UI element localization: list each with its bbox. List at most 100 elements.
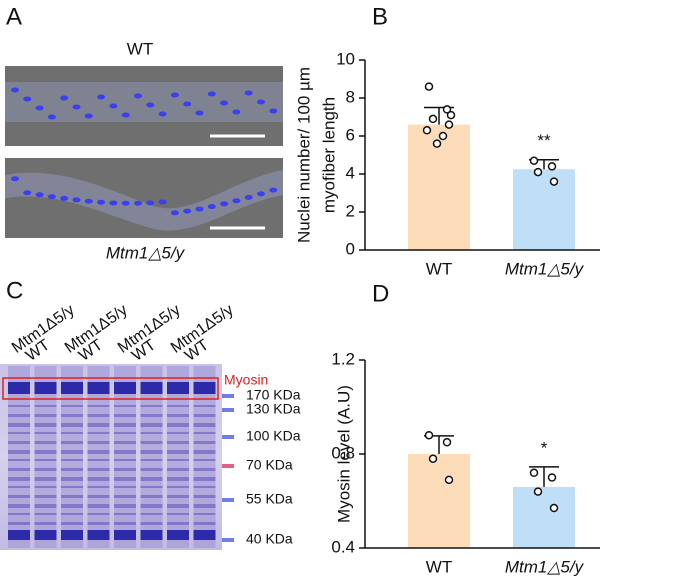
nucleus — [244, 194, 253, 200]
nucleus — [195, 110, 204, 116]
band — [193, 441, 216, 444]
band — [34, 459, 57, 461]
band — [8, 522, 30, 525]
band — [114, 477, 136, 481]
band — [61, 432, 83, 434]
band — [8, 504, 30, 508]
band — [34, 495, 57, 498]
band — [167, 522, 189, 525]
band — [114, 423, 136, 427]
band — [140, 414, 163, 417]
band — [8, 423, 30, 427]
nucleus — [109, 103, 118, 109]
nucleus — [11, 87, 19, 93]
band — [140, 522, 163, 525]
band — [114, 405, 136, 407]
band — [193, 382, 216, 394]
marker-label: 170 KDa — [246, 387, 301, 403]
nucleus — [11, 176, 19, 182]
nucleus — [220, 100, 229, 106]
marker-label: 70 KDa — [246, 457, 293, 473]
band — [8, 450, 30, 454]
data-point — [424, 82, 434, 91]
band — [87, 414, 110, 417]
lane — [114, 366, 136, 548]
band — [167, 382, 189, 394]
y-tick-label: 10 — [336, 49, 355, 68]
band — [140, 486, 163, 488]
lane — [87, 366, 110, 548]
lane — [193, 366, 216, 548]
nucleus — [60, 195, 69, 201]
band — [167, 477, 189, 481]
nucleus — [97, 94, 106, 100]
band — [87, 522, 110, 525]
lane — [140, 366, 163, 548]
band — [167, 423, 189, 427]
nucleus — [257, 191, 265, 197]
y-tick-label: 0 — [346, 239, 355, 258]
y-axis-label: Nuclei number/ 100 µm — [294, 67, 313, 243]
band — [140, 495, 163, 498]
panel-letter: C — [6, 277, 23, 304]
y-tick-label: 0.8 — [331, 443, 355, 462]
data-point — [422, 126, 432, 135]
band — [61, 504, 83, 508]
band — [114, 382, 136, 394]
band — [193, 468, 216, 471]
data-point — [428, 454, 438, 463]
band — [114, 459, 136, 461]
highlight-box — [2, 377, 219, 400]
band — [193, 432, 216, 434]
nucleus — [220, 201, 229, 207]
data-point — [529, 156, 539, 165]
band — [34, 414, 57, 417]
image-label: Mtm1△5/y — [106, 243, 186, 262]
band — [34, 382, 57, 394]
y-tick-label: 0.4 — [331, 537, 355, 556]
band — [193, 513, 216, 515]
data-point — [442, 105, 452, 114]
nucleus — [121, 112, 130, 118]
nucleus — [183, 208, 192, 214]
data-point — [446, 110, 456, 120]
nucleus — [146, 200, 155, 206]
data-point — [424, 430, 434, 440]
nucleus — [207, 204, 216, 210]
nucleus — [269, 187, 278, 193]
gel-lanes — [8, 366, 216, 548]
band — [114, 468, 136, 471]
band — [34, 477, 57, 481]
band — [61, 477, 83, 481]
band — [114, 522, 136, 525]
band — [140, 450, 163, 454]
marker-label: 40 KDa — [246, 531, 293, 547]
data-point — [444, 120, 454, 129]
band — [34, 513, 57, 515]
bar — [513, 169, 575, 250]
band — [114, 513, 136, 515]
band — [114, 486, 136, 488]
band — [34, 432, 57, 434]
nucleus — [97, 199, 106, 205]
band — [193, 459, 216, 461]
band — [193, 414, 216, 417]
band — [87, 432, 110, 434]
nucleus — [134, 93, 142, 99]
band — [61, 486, 83, 488]
data-point — [432, 139, 442, 148]
band — [34, 441, 57, 444]
band — [140, 459, 163, 461]
band — [8, 441, 30, 444]
nucleus — [35, 192, 44, 198]
band — [114, 530, 136, 540]
band — [61, 382, 83, 394]
band — [61, 441, 83, 444]
lane — [8, 366, 30, 548]
nucleus — [109, 200, 118, 206]
band — [8, 530, 30, 540]
nucleus — [195, 206, 204, 212]
x-tick-label: WT — [426, 259, 452, 278]
band — [114, 441, 136, 444]
nucleus — [232, 198, 241, 204]
